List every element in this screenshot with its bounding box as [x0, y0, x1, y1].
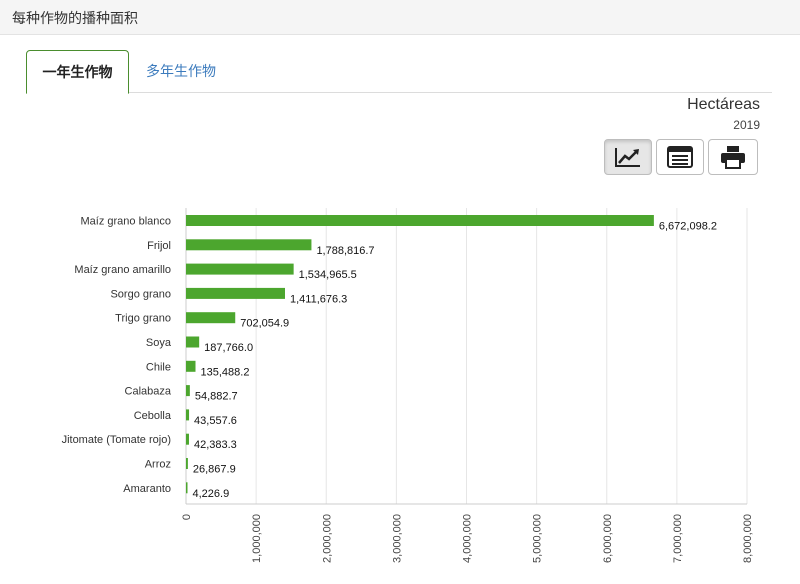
bar — [186, 458, 188, 469]
x-tick-label: 4,000,000 — [462, 514, 474, 563]
data-label: 187,766.0 — [204, 342, 253, 354]
data-label: 1,411,676.3 — [290, 293, 347, 305]
category-label: Maíz grano blanco — [81, 216, 172, 228]
year-label: 2019 — [733, 118, 760, 132]
print-button[interactable] — [708, 139, 758, 175]
category-label: Amaranto — [123, 483, 171, 495]
bar — [186, 385, 190, 397]
table-view-button[interactable] — [656, 139, 704, 175]
category-label: Calabaza — [125, 386, 172, 398]
data-label: 42,383.3 — [194, 439, 237, 451]
bar — [186, 263, 294, 275]
data-label: 26,867.9 — [193, 464, 236, 476]
trend-chart-icon — [615, 148, 640, 167]
x-tick-label: 6,000,000 — [602, 514, 614, 563]
page-title: 每种作物的播种面积 — [12, 10, 138, 26]
category-label: Arroz — [145, 459, 171, 471]
x-tick-label: 0 — [181, 514, 193, 520]
bar — [186, 215, 654, 226]
data-label: 702,054.9 — [240, 318, 289, 330]
tab-perennial-crops[interactable]: 多年生作物 — [146, 63, 216, 79]
x-tick-label: 8,000,000 — [742, 514, 754, 563]
data-label: 1,788,816.7 — [316, 245, 374, 257]
bar — [186, 239, 312, 251]
x-tick-label: 5,000,000 — [532, 514, 544, 563]
x-tick-label: 7,000,000 — [672, 514, 684, 563]
x-tick-label: 1,000,000 — [251, 514, 263, 563]
category-label: Soya — [146, 337, 172, 349]
bar — [186, 287, 285, 299]
unit-label: Hectáreas — [687, 96, 760, 113]
data-label: 6,672,098.2 — [659, 221, 717, 233]
category-label: Maíz grano amarillo — [74, 264, 171, 276]
bar — [186, 409, 190, 421]
category-label: Trigo grano — [115, 313, 171, 325]
bar — [186, 336, 200, 348]
data-label: 43,557.6 — [194, 415, 237, 427]
list-table-icon — [667, 146, 693, 168]
category-label: Sorgo grano — [110, 288, 171, 300]
page-header: 每种作物的播种面积 — [0, 0, 800, 35]
bar — [186, 433, 189, 445]
bar — [186, 312, 236, 324]
bar — [186, 482, 188, 494]
data-label: 135,488.2 — [201, 366, 250, 378]
chart-view-button[interactable] — [604, 139, 652, 175]
x-tick-label: 3,000,000 — [391, 514, 403, 563]
category-label: Jitomate (Tomate rojo) — [62, 434, 171, 446]
x-tick-label: 2,000,000 — [321, 514, 333, 563]
tab-annual-crops[interactable]: 一年生作物 — [26, 50, 129, 94]
bar — [186, 360, 196, 372]
data-label: 4,226.9 — [193, 488, 230, 500]
category-label: Cebolla — [134, 410, 172, 422]
data-label: 1,534,965.5 — [299, 269, 357, 281]
data-label: 54,882.7 — [195, 391, 238, 403]
print-icon — [721, 146, 745, 169]
tabs-divider — [26, 92, 772, 93]
category-label: Chile — [146, 361, 171, 373]
category-label: Frijol — [147, 240, 171, 252]
